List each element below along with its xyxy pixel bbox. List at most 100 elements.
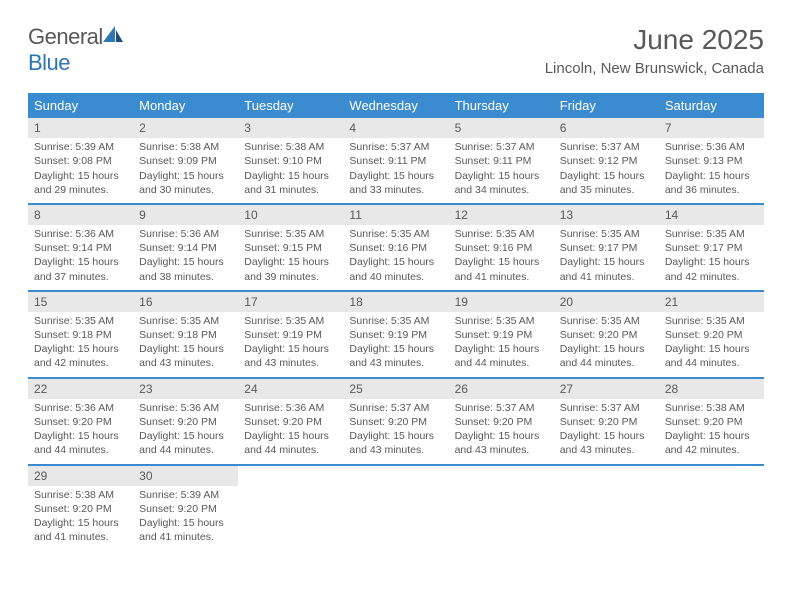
day-number: 16 [133,292,238,312]
sunrise-text: Sunrise: 5:39 AM [34,140,127,154]
sunrise-text: Sunrise: 5:38 AM [139,140,232,154]
sunrise-text: Sunrise: 5:36 AM [34,401,127,415]
day-body: Sunrise: 5:36 AMSunset: 9:20 PMDaylight:… [133,399,238,464]
daylight-text: Daylight: 15 hours and 43 minutes. [560,429,653,457]
day-body: Sunrise: 5:35 AMSunset: 9:19 PMDaylight:… [238,312,343,377]
day-number: 24 [238,379,343,399]
day-body: Sunrise: 5:38 AMSunset: 9:20 PMDaylight:… [28,486,133,551]
day-body: Sunrise: 5:36 AMSunset: 9:20 PMDaylight:… [238,399,343,464]
daylight-text: Daylight: 15 hours and 44 minutes. [244,429,337,457]
daylight-text: Daylight: 15 hours and 42 minutes. [665,255,758,283]
daylight-text: Daylight: 15 hours and 44 minutes. [560,342,653,370]
day-number: 18 [343,292,448,312]
day-cell: 30Sunrise: 5:39 AMSunset: 9:20 PMDayligh… [133,466,238,551]
sunset-text: Sunset: 9:20 PM [665,415,758,429]
day-number: 20 [554,292,659,312]
day-number: 15 [28,292,133,312]
header: General Blue June 2025 Lincoln, New Brun… [28,24,764,77]
calendar-page: General Blue June 2025 Lincoln, New Brun… [0,0,792,574]
day-number: 1 [28,118,133,138]
daylight-text: Daylight: 15 hours and 38 minutes. [139,255,232,283]
day-body: Sunrise: 5:35 AMSunset: 9:15 PMDaylight:… [238,225,343,290]
daylight-text: Daylight: 15 hours and 35 minutes. [560,169,653,197]
sunrise-text: Sunrise: 5:37 AM [560,140,653,154]
day-cell: 27Sunrise: 5:37 AMSunset: 9:20 PMDayligh… [554,379,659,464]
day-number: 28 [659,379,764,399]
day-number: 27 [554,379,659,399]
sunset-text: Sunset: 9:19 PM [244,328,337,342]
daylight-text: Daylight: 15 hours and 34 minutes. [455,169,548,197]
day-cell [343,466,448,551]
day-number: 10 [238,205,343,225]
sunrise-text: Sunrise: 5:35 AM [349,314,442,328]
daylight-text: Daylight: 15 hours and 33 minutes. [349,169,442,197]
daylight-text: Daylight: 15 hours and 44 minutes. [455,342,548,370]
day-body: Sunrise: 5:37 AMSunset: 9:11 PMDaylight:… [343,138,448,203]
sunrise-text: Sunrise: 5:36 AM [665,140,758,154]
day-body: Sunrise: 5:35 AMSunset: 9:20 PMDaylight:… [554,312,659,377]
daylight-text: Daylight: 15 hours and 43 minutes. [139,342,232,370]
day-cell: 2Sunrise: 5:38 AMSunset: 9:09 PMDaylight… [133,118,238,203]
day-number: 17 [238,292,343,312]
day-body: Sunrise: 5:35 AMSunset: 9:16 PMDaylight:… [449,225,554,290]
day-cell [659,466,764,551]
sunset-text: Sunset: 9:20 PM [34,502,127,516]
week-row: 29Sunrise: 5:38 AMSunset: 9:20 PMDayligh… [28,466,764,551]
sunrise-text: Sunrise: 5:35 AM [139,314,232,328]
daylight-text: Daylight: 15 hours and 43 minutes. [349,429,442,457]
dow-cell: Saturday [659,93,764,118]
daylight-text: Daylight: 15 hours and 43 minutes. [244,342,337,370]
dow-cell: Tuesday [238,93,343,118]
weeks-container: 1Sunrise: 5:39 AMSunset: 9:08 PMDaylight… [28,118,764,550]
day-cell: 29Sunrise: 5:38 AMSunset: 9:20 PMDayligh… [28,466,133,551]
dow-cell: Monday [133,93,238,118]
day-body: Sunrise: 5:35 AMSunset: 9:17 PMDaylight:… [659,225,764,290]
logo-text: General Blue [28,24,125,76]
sunrise-text: Sunrise: 5:36 AM [139,401,232,415]
sunset-text: Sunset: 9:13 PM [665,154,758,168]
location: Lincoln, New Brunswick, Canada [545,60,764,77]
day-cell: 24Sunrise: 5:36 AMSunset: 9:20 PMDayligh… [238,379,343,464]
day-cell: 10Sunrise: 5:35 AMSunset: 9:15 PMDayligh… [238,205,343,290]
day-number: 9 [133,205,238,225]
daylight-text: Daylight: 15 hours and 37 minutes. [34,255,127,283]
sunrise-text: Sunrise: 5:35 AM [349,227,442,241]
week-row: 8Sunrise: 5:36 AMSunset: 9:14 PMDaylight… [28,205,764,292]
day-number: 2 [133,118,238,138]
daylight-text: Daylight: 15 hours and 41 minutes. [560,255,653,283]
day-body: Sunrise: 5:35 AMSunset: 9:20 PMDaylight:… [659,312,764,377]
sunset-text: Sunset: 9:20 PM [139,415,232,429]
daylight-text: Daylight: 15 hours and 41 minutes. [455,255,548,283]
day-cell [238,466,343,551]
day-number: 11 [343,205,448,225]
day-body: Sunrise: 5:38 AMSunset: 9:09 PMDaylight:… [133,138,238,203]
day-body: Sunrise: 5:39 AMSunset: 9:20 PMDaylight:… [133,486,238,551]
sunset-text: Sunset: 9:14 PM [34,241,127,255]
sunrise-text: Sunrise: 5:37 AM [560,401,653,415]
dow-cell: Wednesday [343,93,448,118]
day-number: 30 [133,466,238,486]
day-cell: 21Sunrise: 5:35 AMSunset: 9:20 PMDayligh… [659,292,764,377]
day-number: 29 [28,466,133,486]
month-title: June 2025 [545,24,764,56]
day-body: Sunrise: 5:35 AMSunset: 9:19 PMDaylight:… [449,312,554,377]
daylight-text: Daylight: 15 hours and 29 minutes. [34,169,127,197]
daylight-text: Daylight: 15 hours and 31 minutes. [244,169,337,197]
day-cell: 5Sunrise: 5:37 AMSunset: 9:11 PMDaylight… [449,118,554,203]
daylight-text: Daylight: 15 hours and 44 minutes. [139,429,232,457]
day-number: 8 [28,205,133,225]
day-body: Sunrise: 5:36 AMSunset: 9:13 PMDaylight:… [659,138,764,203]
sunset-text: Sunset: 9:17 PM [665,241,758,255]
day-body: Sunrise: 5:37 AMSunset: 9:20 PMDaylight:… [554,399,659,464]
sunset-text: Sunset: 9:11 PM [455,154,548,168]
day-cell: 9Sunrise: 5:36 AMSunset: 9:14 PMDaylight… [133,205,238,290]
day-cell: 3Sunrise: 5:38 AMSunset: 9:10 PMDaylight… [238,118,343,203]
day-number: 13 [554,205,659,225]
day-cell: 13Sunrise: 5:35 AMSunset: 9:17 PMDayligh… [554,205,659,290]
day-body: Sunrise: 5:36 AMSunset: 9:20 PMDaylight:… [28,399,133,464]
day-body: Sunrise: 5:35 AMSunset: 9:18 PMDaylight:… [28,312,133,377]
sunrise-text: Sunrise: 5:37 AM [349,401,442,415]
sunset-text: Sunset: 9:20 PM [244,415,337,429]
sunrise-text: Sunrise: 5:38 AM [244,140,337,154]
sunset-text: Sunset: 9:20 PM [34,415,127,429]
